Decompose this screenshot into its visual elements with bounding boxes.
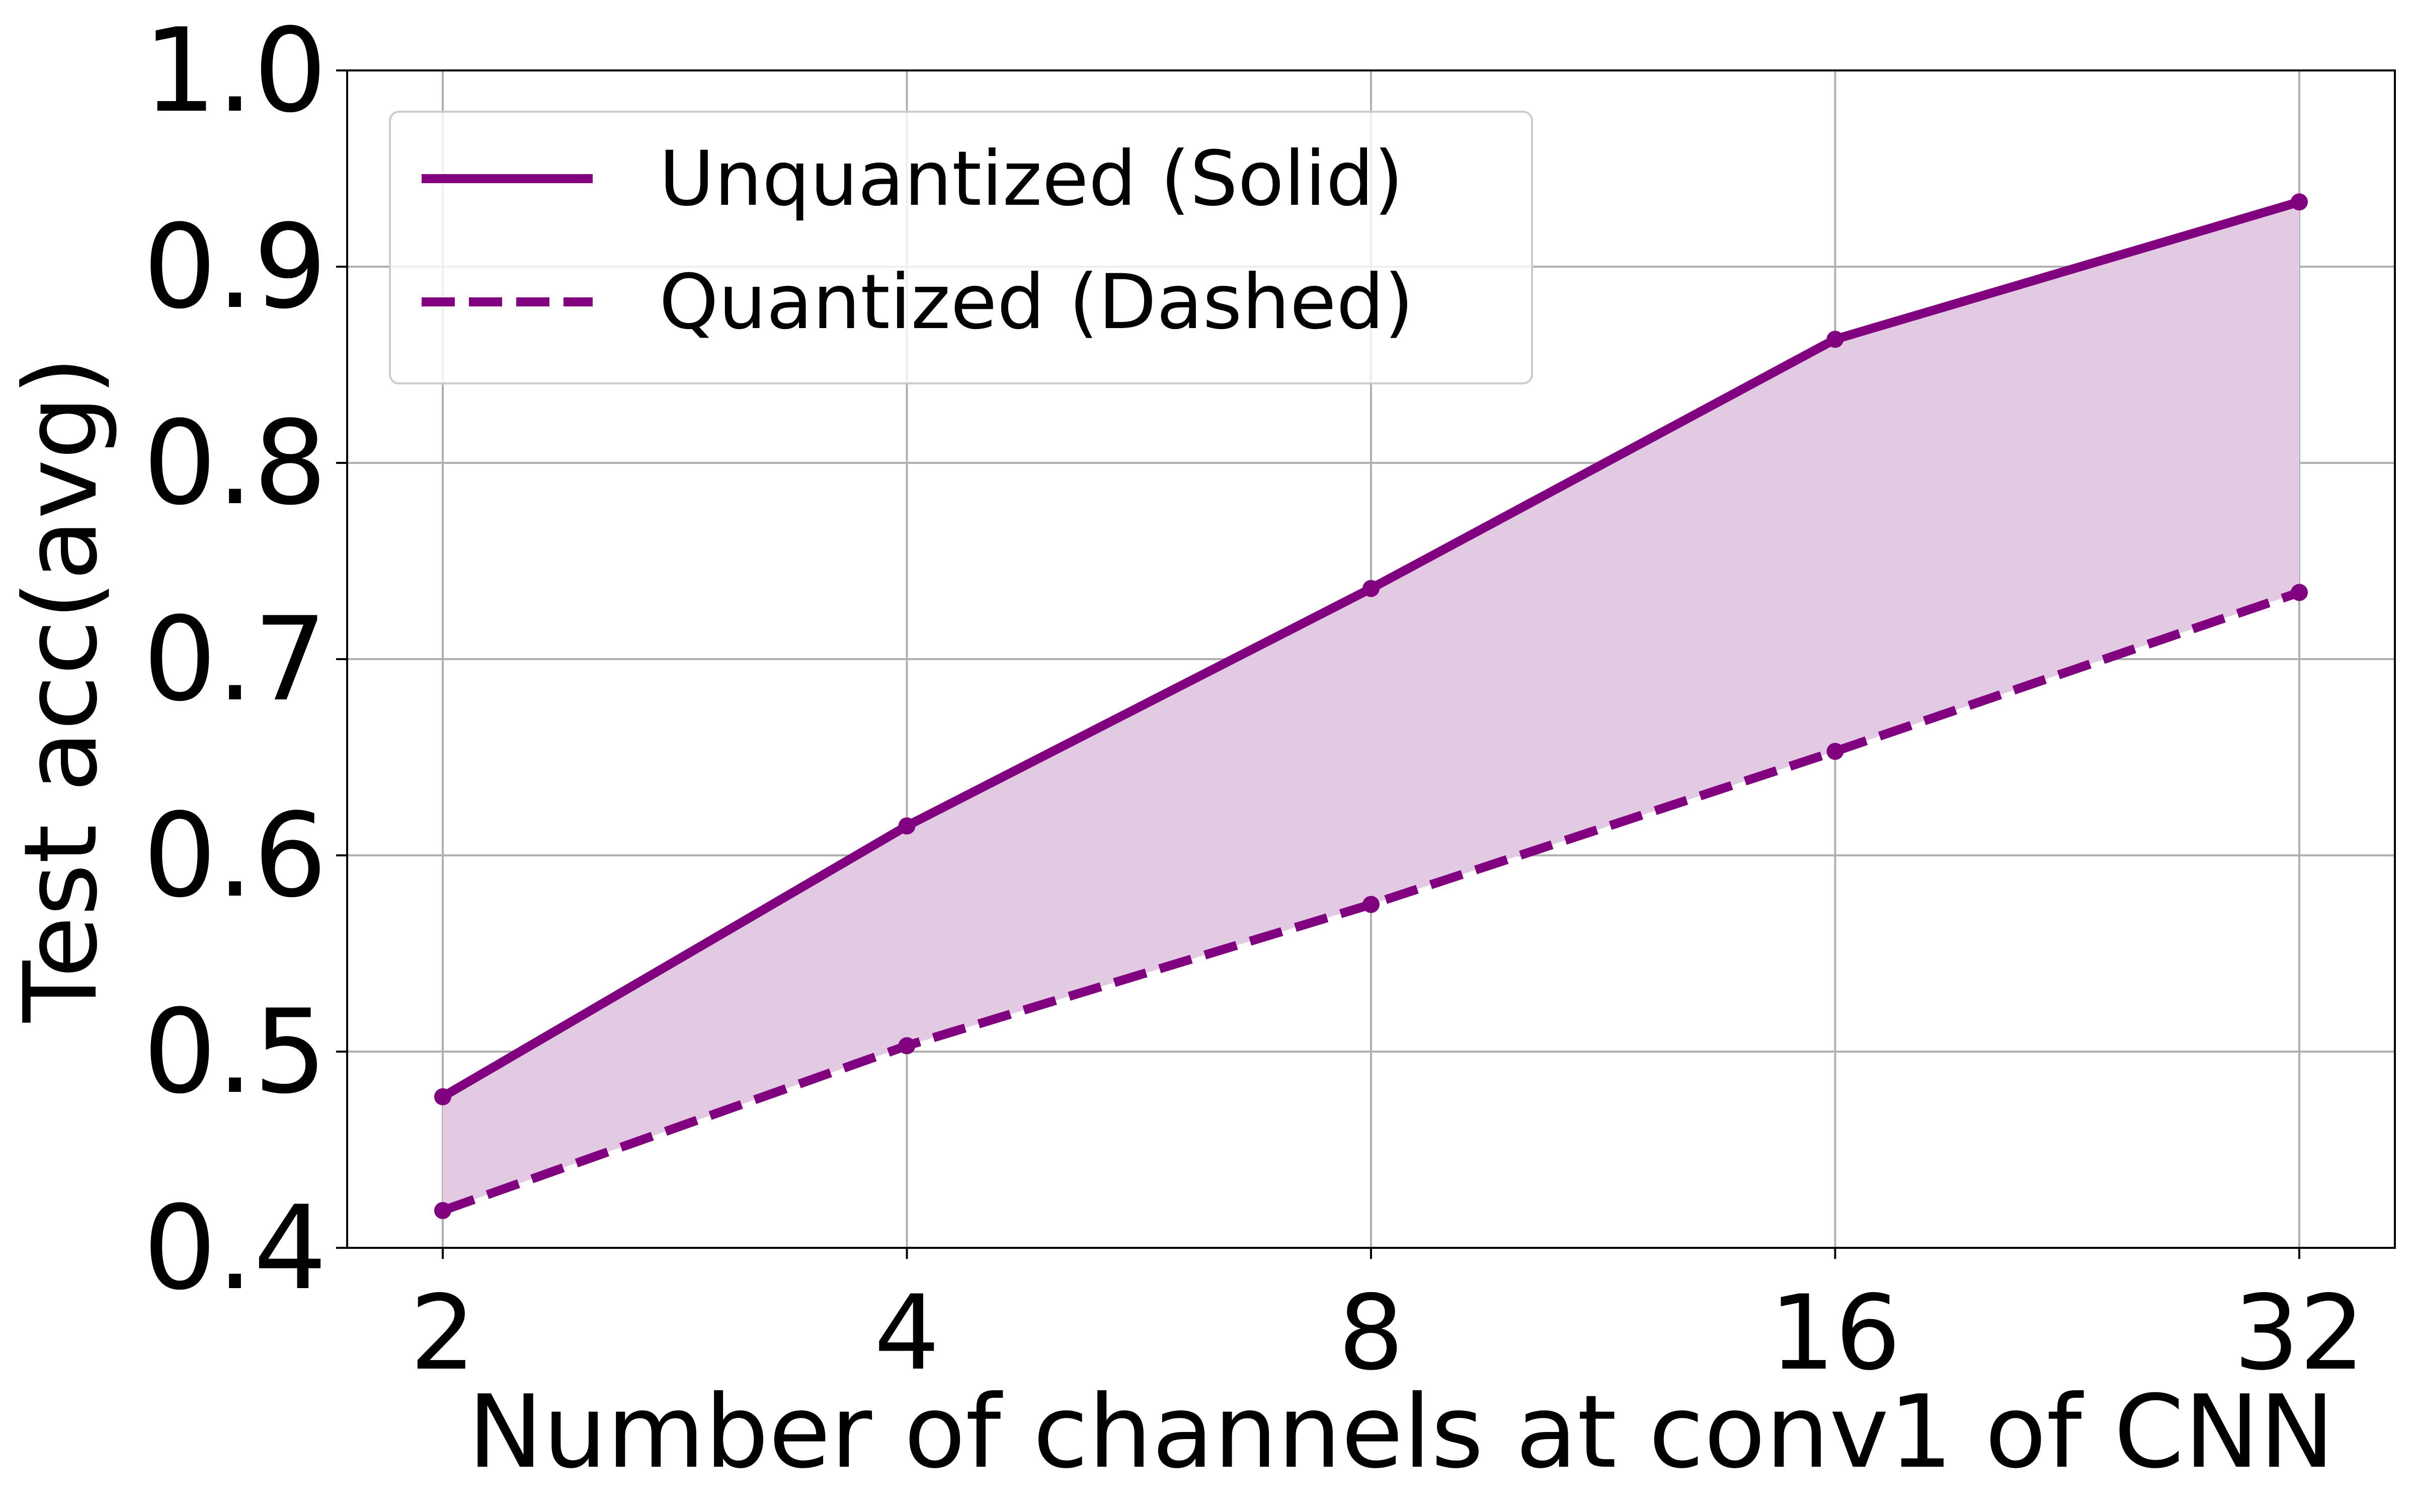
- y-tick-label: 0.7: [143, 593, 327, 727]
- point-quantized: [2291, 584, 2308, 601]
- y-tick-label: 1.0: [143, 4, 327, 138]
- y-tick-label: 0.6: [143, 789, 327, 923]
- point-quantized: [898, 1037, 916, 1055]
- y-axis-title: Test acc(avg): [3, 356, 120, 1023]
- point-unquantized: [2291, 193, 2308, 211]
- legend: Unquantized (Solid) Quantized (Dashed): [389, 111, 1533, 384]
- fill-between-area: [443, 202, 2299, 1211]
- x-tick-label: 4: [874, 1274, 939, 1393]
- x-tick-label: 2: [410, 1274, 475, 1393]
- point-unquantized: [434, 1088, 451, 1105]
- point-quantized: [434, 1202, 451, 1219]
- x-axis-title: Number of channels at conv1 of CNN: [468, 1374, 2335, 1491]
- fill-layer: [443, 202, 2299, 1211]
- point-unquantized: [1826, 331, 1844, 348]
- y-tick-label: 0.5: [143, 985, 327, 1120]
- legend-label-unquantized: Unquantized (Solid): [659, 135, 1403, 223]
- legend-box: [389, 111, 1533, 384]
- point-unquantized: [898, 817, 916, 835]
- legend-label-quantized: Quantized (Dashed): [659, 259, 1414, 346]
- x-tick-label: 16: [1769, 1274, 1901, 1393]
- y-tick-label: 0.8: [143, 396, 327, 531]
- point-quantized: [1826, 743, 1844, 760]
- y-tick-label: 0.4: [143, 1181, 327, 1316]
- y-tick-label: 0.9: [143, 200, 327, 335]
- series-layer: [434, 193, 2308, 1219]
- x-tick-label: 8: [1338, 1274, 1404, 1393]
- tick-layer: 0.4 0.5 0.6 0.7 0.8 0.9 1.0 2 4 8 16 32: [143, 4, 2365, 1393]
- x-tick-label: 32: [2234, 1274, 2365, 1393]
- point-quantized: [1362, 896, 1380, 913]
- point-unquantized: [1362, 580, 1380, 597]
